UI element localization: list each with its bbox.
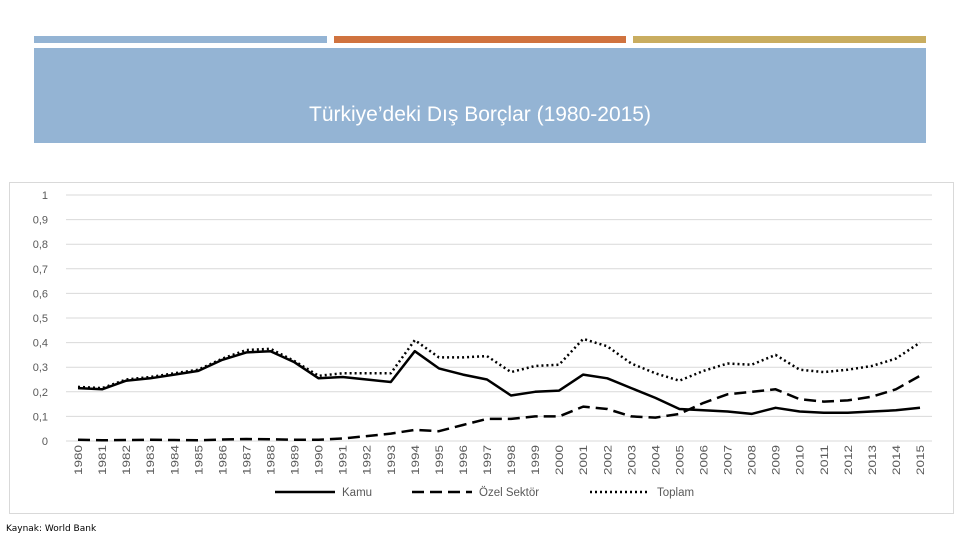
y-tick-label: 0,6 [33,288,48,300]
x-tick-label: 2013 [867,445,879,475]
legend-label: Özel Sektör [479,487,539,499]
x-tick-label: 2009 [771,445,783,475]
x-tick-label: 1990 [314,445,326,475]
accent-bar-gold [633,36,926,43]
y-tick-label: 0,8 [33,239,48,251]
x-tick-label: 1981 [97,445,109,475]
slide-title: Türkiye’deki Dış Borçlar (1980-2015) [309,103,651,126]
chart-frame: 0 0,1 0,2 0,3 0,4 0,5 0,6 0,7 0,8 0,9 1 1980 1981 198… [9,182,954,514]
x-tick-label: 2001 [578,445,590,475]
legend-label: Kamu [342,487,372,499]
x-tick-label: 2012 [843,445,855,475]
x-tick-label: 1993 [386,445,398,475]
x-tick-label: 1988 [265,445,277,475]
x-tick-label: 1995 [434,445,446,475]
x-tick-label: 2015 [915,445,927,475]
x-tick-label: 1996 [458,445,470,475]
x-tick-label: 2008 [747,445,759,475]
x-tick-label: 2011 [819,445,831,475]
x-tick-label: 2005 [674,445,686,475]
y-tick-label: 0,9 [33,215,48,227]
x-tick-label: 2007 [723,445,735,475]
y-tick-label: 0,3 [33,362,48,374]
x-tick-label: 2000 [554,445,566,475]
series-line-kamu [77,349,921,416]
y-tick-label: 0 [42,436,48,448]
x-tick-label: 1985 [193,445,205,475]
x-tick-label: 1982 [121,445,133,475]
x-tick-label: 1984 [169,445,181,475]
x-tick-label: 2004 [650,445,662,475]
x-tick-label: 2014 [891,445,903,475]
title-banner [34,48,926,143]
line-chart: 0 0,1 0,2 0,3 0,4 0,5 0,6 0,7 0,8 0,9 1 1980 1981 198… [33,190,932,499]
y-tick-label: 0,2 [33,387,48,399]
accent-bar-blue [34,36,327,43]
x-tick-label: 1997 [482,445,494,475]
x-tick-label: 1999 [530,445,542,475]
x-tick-label: 1980 [73,445,85,475]
x-tick-label: 1998 [506,445,518,475]
legend-label: Toplam [657,487,694,499]
x-tick-label: 1991 [338,445,350,475]
x-tick-label: 1986 [217,445,229,475]
x-tick-label: 2010 [795,445,807,475]
x-tick-label: 1989 [290,445,302,475]
series-line--zel-sekt-r [77,374,921,442]
x-tick-label: 2002 [602,445,614,475]
x-tick-label: 1994 [410,445,422,475]
x-tick-label: 1987 [241,445,253,475]
y-tick-label: 0,7 [33,264,48,276]
x-tick-label: 1992 [362,445,374,475]
y-tick-label: 0,5 [33,313,48,325]
y-tick-label: 0,4 [33,338,48,350]
series-line-toplam [77,337,921,390]
x-tick-label: 2003 [626,445,638,475]
x-tick-label: 2006 [698,445,710,475]
accent-bar-orange [334,36,626,43]
y-tick-label: 1 [42,190,48,202]
x-tick-label: 1983 [145,445,157,475]
source-note: Kaynak: World Bank [6,524,97,534]
y-tick-label: 0,1 [33,411,48,423]
